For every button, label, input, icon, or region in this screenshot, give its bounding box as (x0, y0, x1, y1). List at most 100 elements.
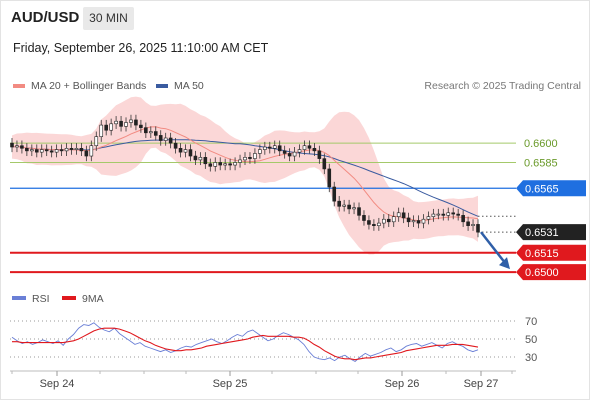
x-tick-label: Sep 27 (464, 378, 499, 390)
candle-body (109, 123, 113, 131)
candle-body (114, 120, 118, 125)
candle (248, 152, 252, 164)
candle (337, 196, 341, 212)
candle-body (287, 153, 292, 157)
legend-ma50-label: MA 50 (174, 80, 204, 92)
level-0-6500-tag (516, 264, 586, 281)
candle (84, 145, 89, 162)
candle-body (218, 162, 223, 166)
candle (317, 145, 322, 164)
candle-body (272, 145, 277, 149)
candle-body (168, 137, 173, 144)
candle-body (421, 218, 426, 224)
legend-ma20-label: MA 20 + Bollinger Bands (31, 80, 147, 92)
candle (267, 141, 272, 154)
chart-header: AUD/USD 30 MIN (0, 0, 590, 36)
candle (282, 145, 287, 159)
candle-body (456, 213, 460, 216)
candle (466, 216, 470, 231)
rsi-line (11, 322, 479, 363)
candle-body (372, 224, 376, 226)
timeframe-button[interactable]: 30 MIN (83, 7, 134, 30)
level-0-6600-label: 0.6600 (524, 138, 558, 150)
candle-body (382, 218, 386, 224)
candle (109, 118, 113, 136)
candle (416, 215, 421, 229)
candle-body (248, 157, 252, 159)
candle-body (258, 149, 262, 154)
candle-body (64, 147, 69, 152)
candle (188, 144, 193, 162)
candle-body (436, 213, 441, 216)
candle-body (391, 216, 396, 223)
candle-body (426, 216, 431, 220)
candle (253, 148, 257, 164)
candle-body (203, 157, 208, 165)
candle (386, 214, 391, 227)
candle-body (352, 207, 356, 210)
candle-body (10, 142, 14, 148)
candle (153, 126, 158, 141)
candle (436, 208, 441, 220)
candle-body (84, 150, 89, 157)
candle (198, 152, 203, 166)
candle (208, 158, 213, 172)
candle (99, 119, 104, 142)
candle (124, 117, 128, 132)
candle-body (213, 162, 218, 167)
candle (377, 217, 381, 231)
candle-body (466, 221, 470, 226)
candle (362, 210, 366, 226)
candle-body (99, 124, 104, 137)
candle-body (263, 146, 267, 150)
candle (342, 199, 346, 212)
candle (312, 143, 317, 157)
candle-body (25, 147, 29, 152)
candle (426, 211, 431, 225)
candle-body (347, 204, 351, 210)
candle-body (208, 163, 213, 167)
candle (347, 199, 351, 215)
candle (396, 207, 401, 222)
candle (89, 140, 94, 162)
candle-body (193, 155, 198, 161)
candle-body (163, 137, 168, 141)
candle-body (327, 168, 332, 188)
candle-body (158, 135, 163, 141)
candle-body (89, 145, 94, 157)
candle (263, 141, 267, 155)
level-0-6585-label: 0.6585 (524, 157, 558, 169)
candle (238, 154, 242, 168)
candle-body (267, 146, 272, 149)
candle-body (104, 124, 108, 131)
candle-body (15, 145, 19, 148)
candle (357, 202, 361, 221)
candle (54, 144, 59, 158)
candle-body (302, 145, 307, 150)
candle (94, 131, 99, 151)
candle (441, 208, 446, 221)
candle-body (243, 157, 247, 161)
candle-body (129, 119, 133, 123)
candle (129, 114, 133, 128)
candle (277, 140, 282, 157)
candle (44, 144, 49, 157)
level-0-6531-tag (516, 224, 586, 241)
legend-ma20: MA 20 + Bollinger Bands (13, 80, 146, 92)
candle (322, 153, 327, 175)
candle (258, 144, 262, 159)
candle (119, 116, 123, 132)
ma20-swatch (13, 84, 25, 89)
candle (406, 212, 411, 227)
rsi-tick-30: 30 (525, 352, 537, 364)
candle (272, 140, 277, 154)
candle-body (307, 145, 312, 149)
candle (163, 132, 168, 146)
candle-body (74, 147, 79, 150)
candle-body (149, 131, 153, 134)
candle (149, 126, 153, 138)
candle-body (461, 215, 465, 223)
candle-body (277, 145, 282, 152)
candle (15, 140, 19, 153)
candle (243, 152, 247, 166)
